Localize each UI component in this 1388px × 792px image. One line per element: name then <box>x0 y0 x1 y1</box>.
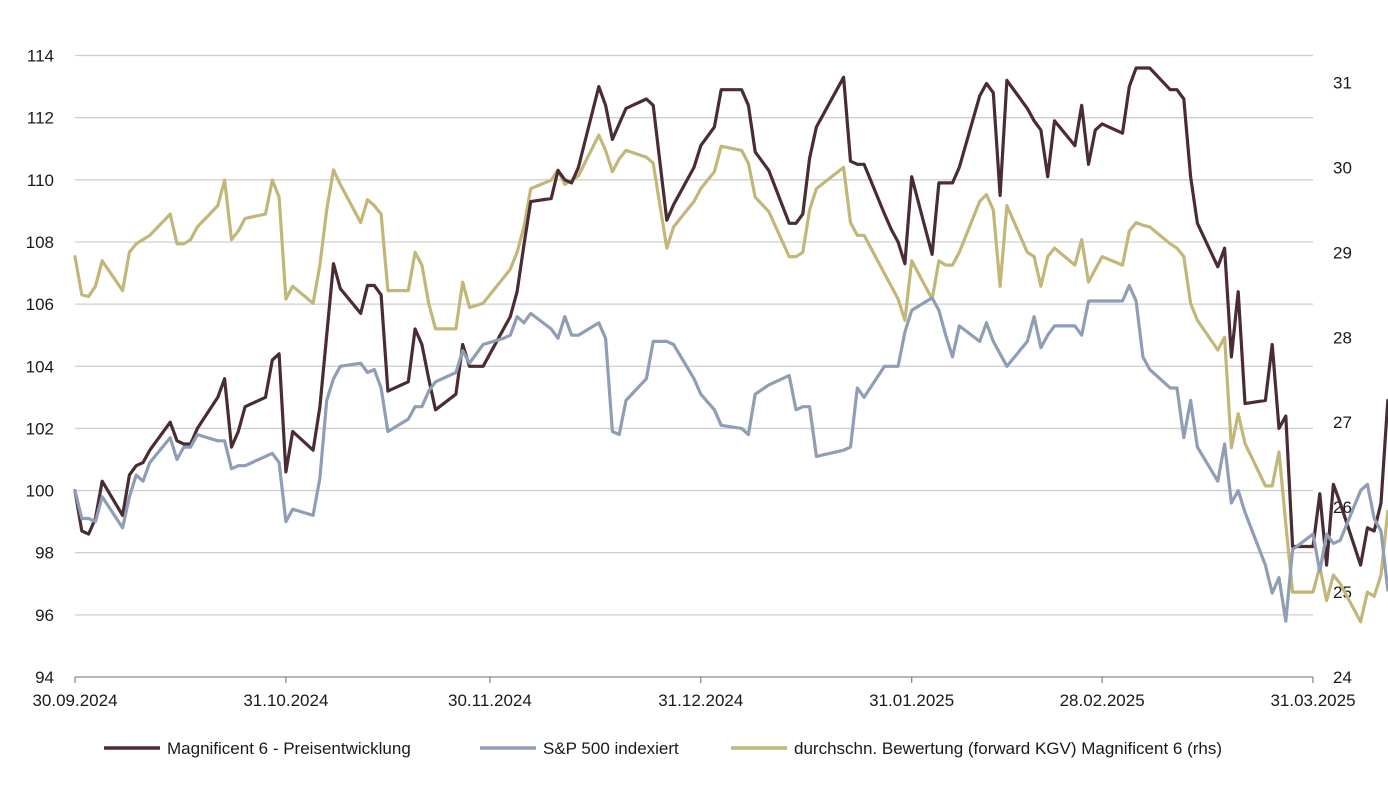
grid-lines <box>75 54 1313 616</box>
x-tick-label: 30.09.2024 <box>32 691 117 710</box>
right-y-tick-label: 30 <box>1333 158 1352 177</box>
left-y-tick-label: 100 <box>26 482 54 501</box>
x-axis: 30.09.2024 31.10.2024 30.11.2024 31.12.2024… <box>32 676 1356 710</box>
left-y-tick-label: 96 <box>35 606 54 625</box>
x-tick-label: 31.03.2025 <box>1270 691 1355 710</box>
x-tick-label: 31.10.2024 <box>243 691 328 710</box>
series-lines <box>73 66 1388 624</box>
legend: Magnificent 6 - Preisentwicklung S&P 500 … <box>104 739 1222 758</box>
series-line-3 <box>73 133 1388 624</box>
x-tick-label: 28.02.2025 <box>1060 691 1145 710</box>
x-tick-label: 31.01.2025 <box>869 691 954 710</box>
left-y-tick-label: 114 <box>27 47 54 66</box>
x-tick-label: 31.12.2024 <box>658 691 743 710</box>
left-y-tick-label: 112 <box>27 109 54 128</box>
left-y-tick-label: 106 <box>26 295 54 314</box>
left-y-tick-label: 104 <box>26 357 54 376</box>
legend-label: Magnificent 6 - Preisentwicklung <box>167 739 411 758</box>
legend-label: S&P 500 indexiert <box>543 739 679 758</box>
left-y-tick-label: 102 <box>26 419 54 438</box>
left-y-tick-label: 108 <box>26 233 54 252</box>
right-y-tick-label: 24 <box>1333 668 1352 687</box>
left-y-tick-label: 94 <box>35 668 54 687</box>
left-y-axis: 94 96 98 100 102 104 106 108 110 112 114 <box>26 47 54 687</box>
right-y-tick-label: 29 <box>1333 243 1352 262</box>
x-tick-label: 30.11.2024 <box>448 691 532 710</box>
right-y-tick-label: 28 <box>1333 328 1352 347</box>
series-line-1 <box>73 66 1388 567</box>
left-y-tick-label: 98 <box>35 544 54 563</box>
left-y-tick-label: 110 <box>27 171 54 190</box>
series-line-2 <box>73 283 1388 623</box>
legend-label: durchschn. Bewertung (forward KGV) Magni… <box>794 739 1222 758</box>
right-y-tick-label: 27 <box>1333 413 1352 432</box>
right-y-tick-label: 31 <box>1333 73 1352 92</box>
